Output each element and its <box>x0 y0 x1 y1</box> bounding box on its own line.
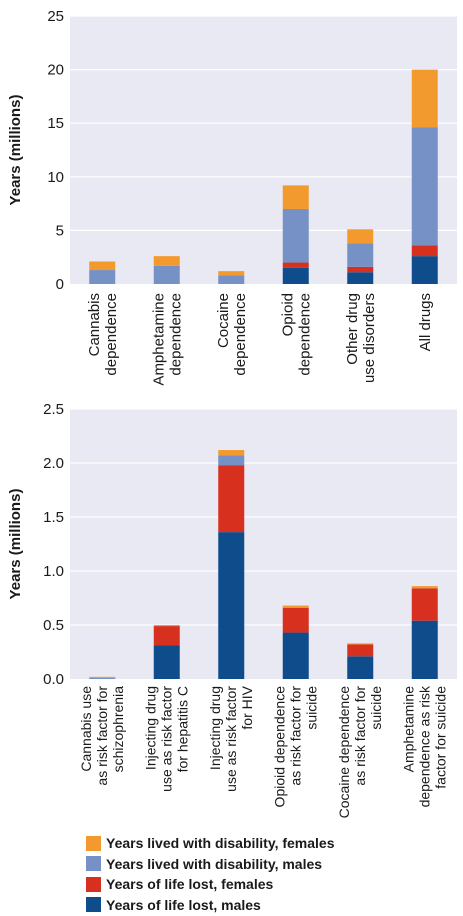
bar-segment <box>411 586 438 589</box>
legend-item: Years lived with disability, males <box>86 854 335 875</box>
bar-segment <box>218 455 245 466</box>
bar-segment <box>282 208 309 263</box>
legend-swatch <box>86 897 101 913</box>
x-category-label: Other druguse disorders <box>344 293 378 383</box>
legend-swatch <box>86 876 101 892</box>
bar-segment <box>347 266 374 273</box>
bar-segment <box>282 262 309 268</box>
bar-segment <box>411 620 438 679</box>
y-tick-label: 20 <box>47 62 64 79</box>
bar-segment <box>153 645 180 679</box>
legend-label: Years lived with disability, females <box>106 835 335 852</box>
bar-segment <box>153 625 180 627</box>
bar-segment <box>347 272 374 284</box>
bar-segment <box>218 450 245 456</box>
x-category-label: Amphetaminedependence <box>151 293 185 386</box>
y-tick-label: 0.0 <box>43 671 64 688</box>
x-category-label: Opioid dependenceas risk factor forsuici… <box>272 686 320 808</box>
bar-segment <box>411 256 438 284</box>
x-category-label: Amphetaminedependence as riskfactor for … <box>401 685 449 807</box>
y-axis-label: Years (millions) <box>7 95 24 206</box>
legend-swatch <box>86 856 101 872</box>
plot-area <box>70 16 457 284</box>
bar-segment <box>347 229 374 244</box>
x-category-label: Cannabis useas risk factor forschizophre… <box>78 686 126 786</box>
x-category-label: Cocainedependence <box>215 293 249 376</box>
bar-segment <box>89 270 116 284</box>
bar-segment <box>347 243 374 267</box>
legend: Years lived with disability, females Yea… <box>86 833 335 915</box>
bar-segment <box>411 588 438 621</box>
bar-segment <box>153 265 180 284</box>
bar-segment <box>347 656 374 679</box>
y-axis-label: Years (millions) <box>7 489 24 600</box>
bar-segment <box>89 676 116 678</box>
y-tick-label: 1.5 <box>43 509 64 526</box>
charts: 0 5 10 15 20 25 Years (millions) Cannabisdepend… <box>7 8 457 819</box>
y-tick-label: 2.5 <box>43 401 64 418</box>
legend-item: Years of life lost, females <box>86 874 335 895</box>
x-category-label: Injecting druguse as risk factorfor HIV <box>207 685 255 791</box>
legend-label: Years of life lost, females <box>106 876 274 893</box>
y-tick-label: 15 <box>47 115 64 132</box>
y-tick-label: 25 <box>47 8 64 25</box>
bar-segment <box>282 632 309 679</box>
plot-area <box>70 409 457 679</box>
bar-segment <box>89 261 116 271</box>
y-tick-label: 0.5 <box>43 617 64 634</box>
x-category-label: Injecting druguse as risk factorfor hepa… <box>143 686 191 792</box>
bar-segment <box>218 532 245 679</box>
bar-segment <box>347 643 374 645</box>
bar-segment <box>411 69 438 128</box>
bar-segment <box>218 465 245 533</box>
bar-segment <box>347 644 374 657</box>
x-category-label: Cannabisdependence <box>86 293 120 376</box>
legend-item: Years lived with disability, females <box>86 833 335 854</box>
y-tick-label: 2.0 <box>43 455 64 472</box>
y-tick-label: 1.0 <box>43 563 64 580</box>
bar-segment <box>282 185 309 209</box>
bar-segment <box>282 267 309 284</box>
bar-segment <box>282 605 309 608</box>
bar-segment <box>89 677 116 679</box>
bar-segment <box>218 271 245 276</box>
legend-swatch <box>86 835 101 851</box>
legend-label: Years lived with disability, males <box>106 855 323 872</box>
y-tick-label: 5 <box>56 222 64 239</box>
bar-segment <box>153 626 180 646</box>
y-tick-label: 0 <box>56 276 64 293</box>
legend-label: Years of life lost, males <box>106 896 261 913</box>
y-tick-label: 10 <box>47 169 64 186</box>
bar-segment <box>411 127 438 246</box>
bar-segment <box>218 275 245 284</box>
bar-segment <box>153 256 180 266</box>
legend-item: Years of life lost, males <box>86 895 335 916</box>
bar-segment <box>282 607 309 633</box>
x-category-label: All drugs <box>417 293 434 351</box>
x-category-label: Cocaine dependenceas risk factor forsuic… <box>336 686 384 819</box>
x-category-label: Opioiddependence <box>280 293 314 376</box>
bar-segment <box>411 245 438 257</box>
